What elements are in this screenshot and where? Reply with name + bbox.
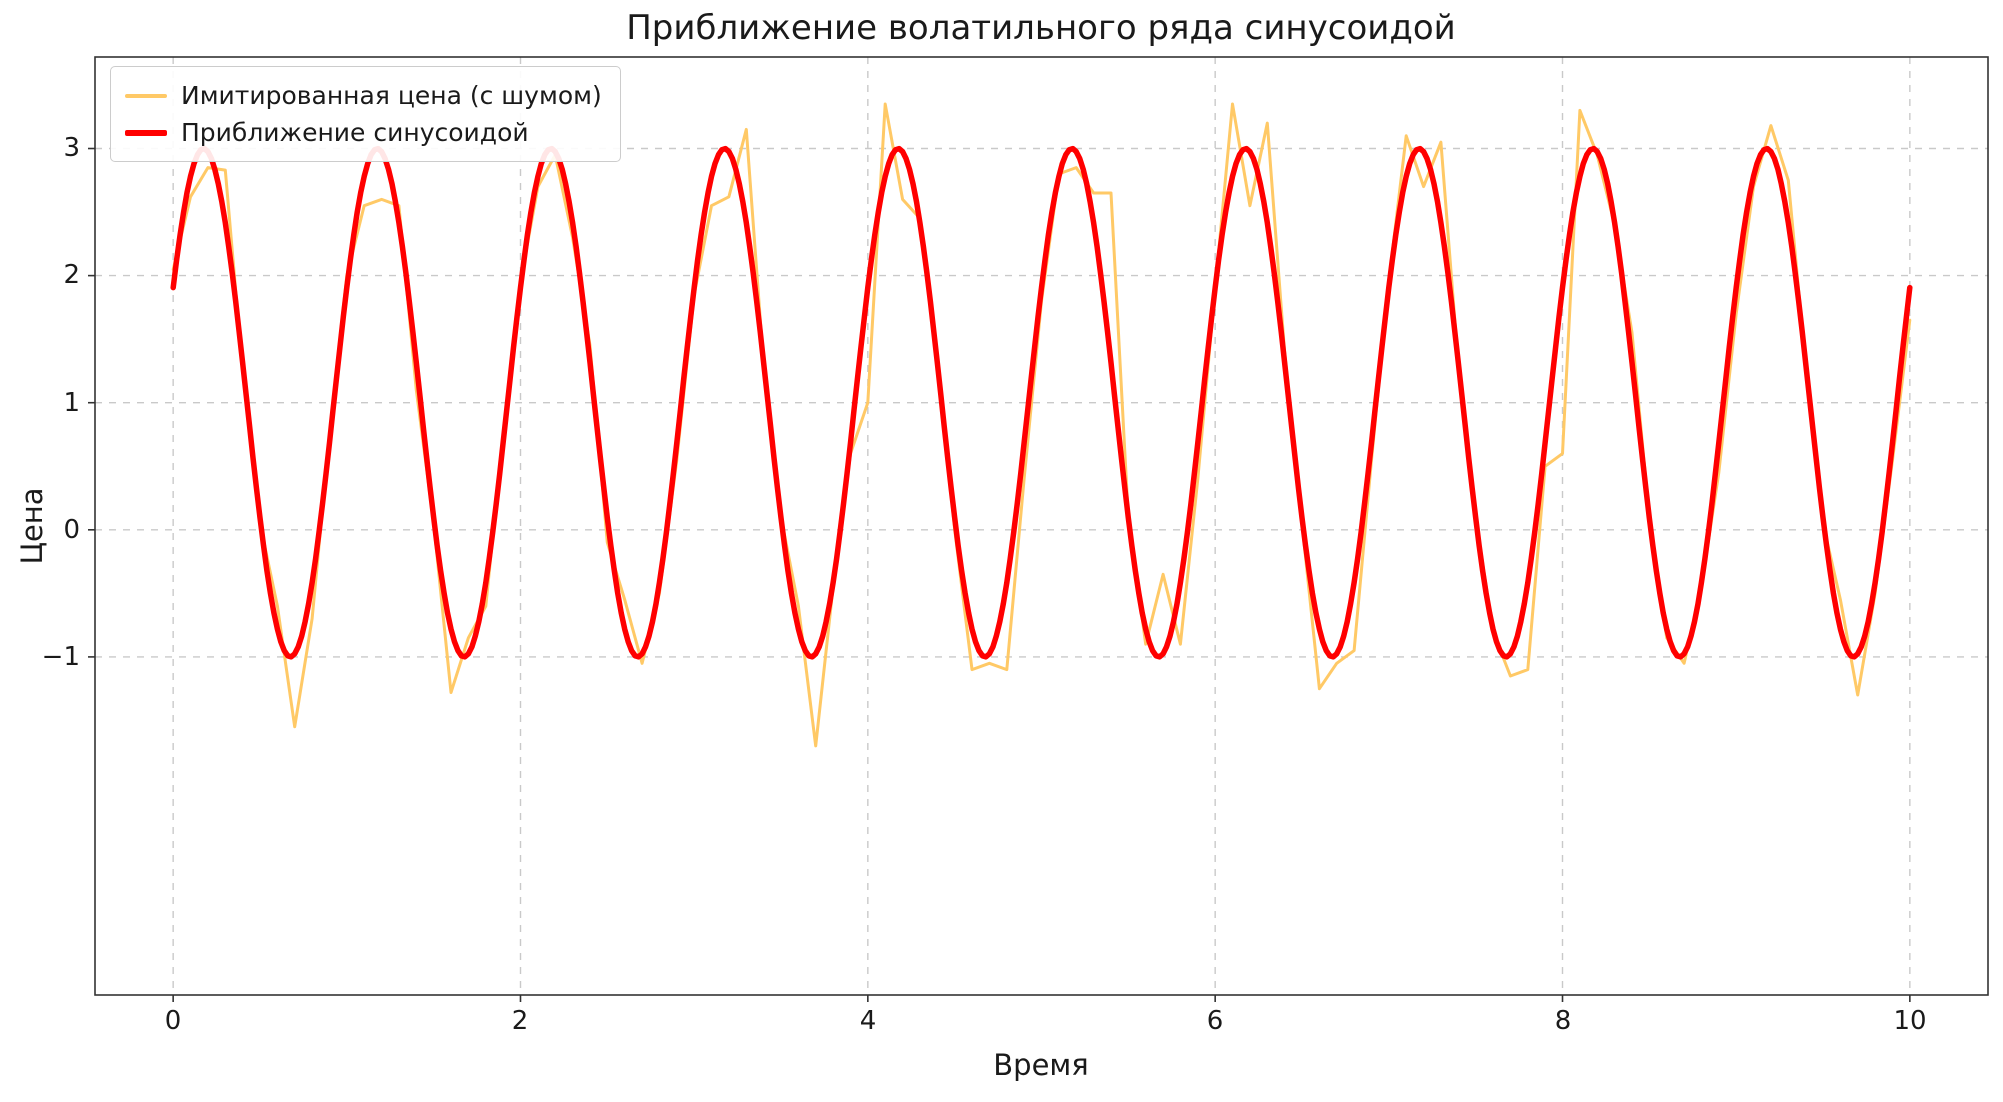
legend-item-noisy: Имитированная цена (с шумом) xyxy=(125,77,602,114)
x-tick-label-2: 2 xyxy=(511,1006,529,1036)
x-axis-label: Время xyxy=(993,1048,1089,1082)
legend-label-noisy: Имитированная цена (с шумом) xyxy=(181,81,602,110)
chart-title: Приближение волатильного ряда синусоидой xyxy=(626,8,1456,48)
legend-label-fit: Приближение синусоидой xyxy=(181,118,529,147)
noisy-line-swatch xyxy=(125,93,167,98)
y-tick-label-3: 3 xyxy=(63,133,80,163)
legend-item-fit: Приближение синусоидой xyxy=(125,114,602,151)
x-tick-label-8: 8 xyxy=(1554,1006,1572,1036)
fit-line-swatch xyxy=(125,129,167,136)
x-tick-label-6: 6 xyxy=(1206,1006,1224,1036)
y-tick-label-2: 2 xyxy=(63,260,80,290)
x-tick-label-10: 10 xyxy=(1893,1006,1927,1036)
y-tick-label-neg1: −1 xyxy=(41,642,80,672)
legend: Имитированная цена (с шумом) Приближение… xyxy=(110,66,621,162)
x-tick-label-0: 0 xyxy=(164,1006,182,1036)
y-tick-label-0: 0 xyxy=(63,515,80,545)
x-tick-label-4: 4 xyxy=(859,1006,877,1036)
y-tick-label-1: 1 xyxy=(63,388,80,418)
